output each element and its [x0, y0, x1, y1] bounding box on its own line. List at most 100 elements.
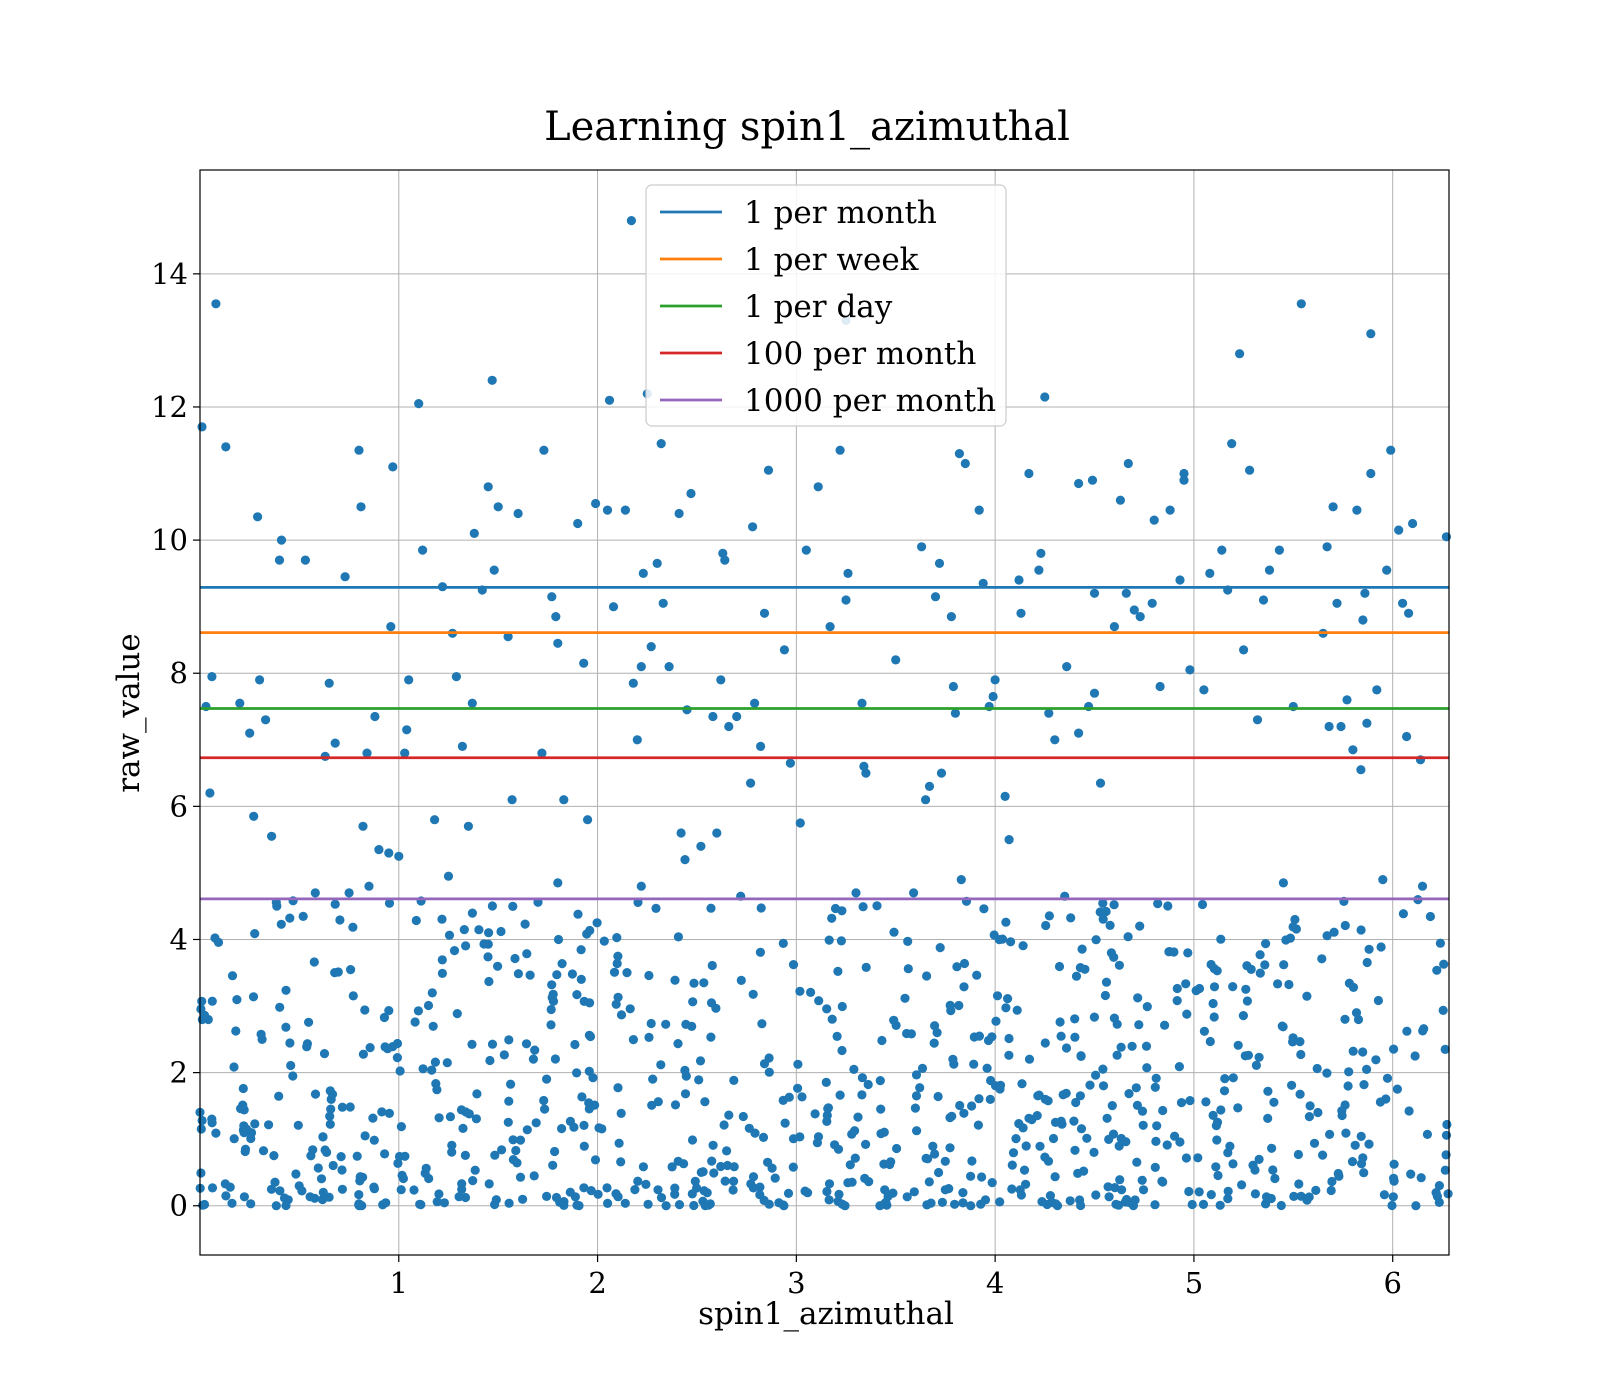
scatter-point — [973, 1120, 984, 1130]
scatter-point — [1065, 1196, 1075, 1206]
scatter-point — [661, 1201, 671, 1211]
scatter-point — [1116, 1133, 1126, 1144]
scatter-point — [1037, 1197, 1047, 1207]
scatter-point — [956, 875, 966, 885]
scatter-point — [788, 960, 799, 970]
scatter-point — [430, 1057, 440, 1067]
scatter-point — [837, 906, 847, 916]
scatter-point — [1434, 1181, 1444, 1191]
scatter-point — [548, 1160, 558, 1170]
scatter-point — [833, 966, 843, 977]
scatter-point — [1101, 906, 1111, 917]
scatter-point — [1243, 1050, 1253, 1060]
scatter-point — [614, 1138, 624, 1148]
scatter-point — [928, 1141, 938, 1151]
scatter-point — [814, 996, 824, 1006]
scatter-point — [1091, 935, 1101, 945]
scatter-point — [1070, 1014, 1080, 1024]
scatter-point — [275, 1002, 285, 1012]
scatter-point — [647, 1100, 657, 1110]
scatter-point — [397, 1170, 407, 1180]
scatter-point — [1358, 1153, 1368, 1163]
scatter-point — [1284, 979, 1294, 990]
scatter-point — [270, 1177, 280, 1187]
scatter-point — [1215, 1200, 1225, 1210]
scatter-point — [1128, 1201, 1138, 1211]
scatter-point — [911, 1091, 922, 1101]
scatter-point — [490, 1150, 500, 1160]
scatter-point — [418, 545, 428, 555]
scatter-point — [1373, 995, 1383, 1006]
scatter-point — [986, 1075, 996, 1086]
scatter-point — [1041, 920, 1051, 931]
scatter-point — [239, 1192, 249, 1202]
scatter-point — [447, 1140, 457, 1150]
scatter-point — [974, 1031, 985, 1041]
scatter-point — [474, 925, 484, 935]
scatter-point — [388, 462, 398, 472]
scatter-point — [503, 632, 513, 642]
scatter-point — [656, 1193, 667, 1203]
scatter-point — [948, 1054, 958, 1064]
scatter-point — [369, 1182, 379, 1193]
scatter-point — [1109, 622, 1119, 632]
scatter-point — [1181, 1153, 1191, 1163]
scatter-point — [404, 675, 414, 685]
scatter-point — [824, 1195, 834, 1205]
scatter-point — [424, 1173, 434, 1184]
scatter-point — [1201, 1097, 1211, 1107]
scatter-point — [1115, 495, 1125, 505]
scatter-point — [891, 655, 901, 665]
scatter-point — [1014, 1119, 1024, 1129]
scatter-point — [1289, 1191, 1299, 1201]
scatter-point — [720, 555, 730, 565]
scatter-point — [729, 1176, 739, 1186]
scatter-point — [444, 930, 455, 940]
scatter-point — [724, 1110, 734, 1120]
scatter-point — [470, 1165, 480, 1175]
scatter-point — [1216, 934, 1226, 944]
scatter-point — [348, 922, 358, 932]
scatter-point — [1124, 1089, 1134, 1099]
scatter-point — [1404, 1106, 1414, 1116]
scatter-point — [286, 1060, 296, 1071]
scatter-point — [827, 1014, 837, 1024]
scatter-point — [460, 1150, 470, 1160]
scatter-point — [903, 964, 913, 974]
scatter-point — [1109, 1013, 1119, 1023]
scatter-point — [801, 545, 811, 555]
scatter-point — [471, 1114, 481, 1124]
scatter-point — [1356, 1131, 1366, 1141]
scatter-point — [434, 1113, 444, 1123]
scatter-point — [1398, 598, 1408, 608]
scatter-point — [336, 1152, 346, 1162]
scatter-point — [1278, 878, 1288, 888]
scatter-point — [788, 1162, 798, 1172]
scatter-point — [643, 1199, 653, 1209]
scatter-point — [696, 841, 706, 851]
scatter-point — [1036, 548, 1046, 559]
scatter-point — [355, 1176, 365, 1186]
scatter-point — [674, 1200, 685, 1210]
scatter-point — [1295, 1037, 1305, 1047]
scatter-point — [1066, 913, 1076, 923]
scatter-point — [622, 968, 632, 978]
scatter-point — [746, 1179, 756, 1189]
scatter-point — [364, 881, 374, 891]
scatter-point — [795, 818, 805, 828]
scatter-point — [1024, 1054, 1035, 1064]
scatter-point — [608, 602, 619, 612]
scatter-point — [1255, 950, 1265, 960]
scatter-point — [1131, 1083, 1141, 1093]
scatter-point — [824, 1179, 835, 1189]
scatter-point — [687, 1189, 697, 1199]
scatter-point — [1209, 1012, 1219, 1022]
scatter-point — [199, 1010, 210, 1020]
scatter-point — [1239, 645, 1249, 655]
scatter-point — [572, 1068, 582, 1078]
scatter-point — [1302, 1195, 1312, 1205]
scatter-point — [579, 1141, 589, 1151]
scatter-point — [872, 901, 882, 911]
scatter-point — [467, 698, 477, 708]
scatter-point — [883, 1191, 893, 1201]
